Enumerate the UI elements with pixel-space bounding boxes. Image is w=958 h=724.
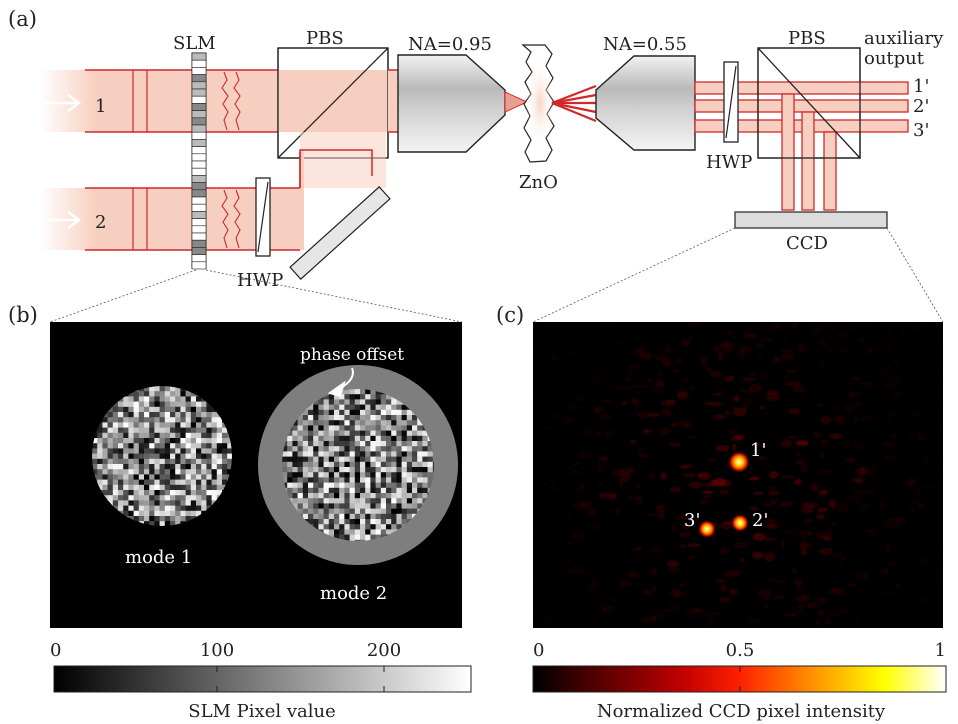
phase-offset-label: phase offset	[300, 345, 404, 365]
zno-sample	[521, 44, 555, 163]
slm-device	[191, 52, 207, 270]
panel-a-label: (a)	[8, 7, 37, 31]
slm-colorbar: 0 100 200 SLM Pixel value	[50, 640, 472, 722]
spot-2	[731, 514, 749, 532]
panel-b-label: (b)	[8, 303, 38, 327]
ccd-colorbar-title: Normalized CCD pixel intensity	[597, 701, 886, 722]
mode-2-label: mode 2	[320, 583, 387, 604]
phase-offset-arrow	[327, 367, 354, 398]
slm-label: SLM	[173, 33, 216, 54]
hwp-left-label: HWP	[237, 270, 283, 291]
ccd-label: CCD	[786, 233, 828, 254]
ccd-device	[734, 211, 888, 229]
slm-colorbar-tick: 100	[200, 640, 234, 661]
na-out-label: NA=0.55	[603, 34, 687, 55]
ccd-colorbar-tick: 1	[935, 640, 946, 661]
mode-1-label: mode 1	[125, 547, 192, 568]
output-1-label: 1'	[913, 76, 929, 97]
slm-colorbar-title: SLM Pixel value	[188, 701, 336, 722]
slm-colorbar-tick: 0	[50, 640, 61, 661]
pbs-left-label: PBS	[306, 28, 344, 49]
spot-3	[698, 520, 716, 538]
aux-output-label-line2: output	[864, 48, 925, 69]
aux-output-label-line1: auxiliary	[864, 28, 944, 49]
hwp-right	[723, 61, 739, 143]
ccd-colorbar-tick: 0	[533, 640, 544, 661]
hwp-right-label: HWP	[706, 152, 752, 173]
panel-a: (a) 1 2	[8, 7, 944, 323]
ccd-image	[533, 322, 943, 628]
beam-1-arrow	[45, 93, 82, 113]
beam-2-label: 2	[95, 212, 106, 233]
pbs-right	[757, 47, 909, 211]
objective-input	[397, 54, 529, 153]
panel-c-label: (c)	[496, 303, 524, 327]
spot-1-label: 1'	[750, 440, 766, 461]
beam-1	[40, 70, 200, 132]
spot-1	[728, 451, 750, 473]
objective-output	[595, 55, 696, 151]
mirror	[289, 186, 391, 280]
output-3-label: 3'	[913, 120, 929, 141]
panel-c: (c) 1' 2' 3' 0 0.5 1 Normalized CCD pixe…	[496, 303, 947, 722]
slm-colorbar-tick: 200	[367, 640, 401, 661]
hwp-left	[255, 177, 271, 257]
zno-label: ZnO	[519, 172, 558, 193]
na-in-label: NA=0.95	[408, 34, 492, 55]
ccd-colorbar: 0 0.5 1 Normalized CCD pixel intensity	[532, 640, 947, 722]
output-2-label: 2'	[913, 96, 929, 117]
spot-2-label: 2'	[752, 510, 768, 531]
beam-2-arrow	[45, 210, 82, 230]
spot-3-label: 3'	[684, 510, 700, 531]
panel-b: (b) mode 1 mode 2 phase offset 0 100 200…	[8, 303, 472, 722]
pbs-right-label: PBS	[788, 28, 826, 49]
ccd-colorbar-tick: 0.5	[726, 640, 755, 661]
beam-1-label: 1	[95, 96, 106, 117]
